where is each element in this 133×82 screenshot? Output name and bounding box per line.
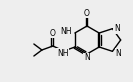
Text: O: O <box>50 29 56 37</box>
Text: N: N <box>114 24 120 33</box>
Text: NH: NH <box>57 49 69 58</box>
Text: N: N <box>115 49 121 58</box>
Text: O: O <box>84 9 90 17</box>
Text: H: H <box>114 23 119 29</box>
Text: N: N <box>84 53 90 62</box>
Text: NH: NH <box>60 27 72 36</box>
